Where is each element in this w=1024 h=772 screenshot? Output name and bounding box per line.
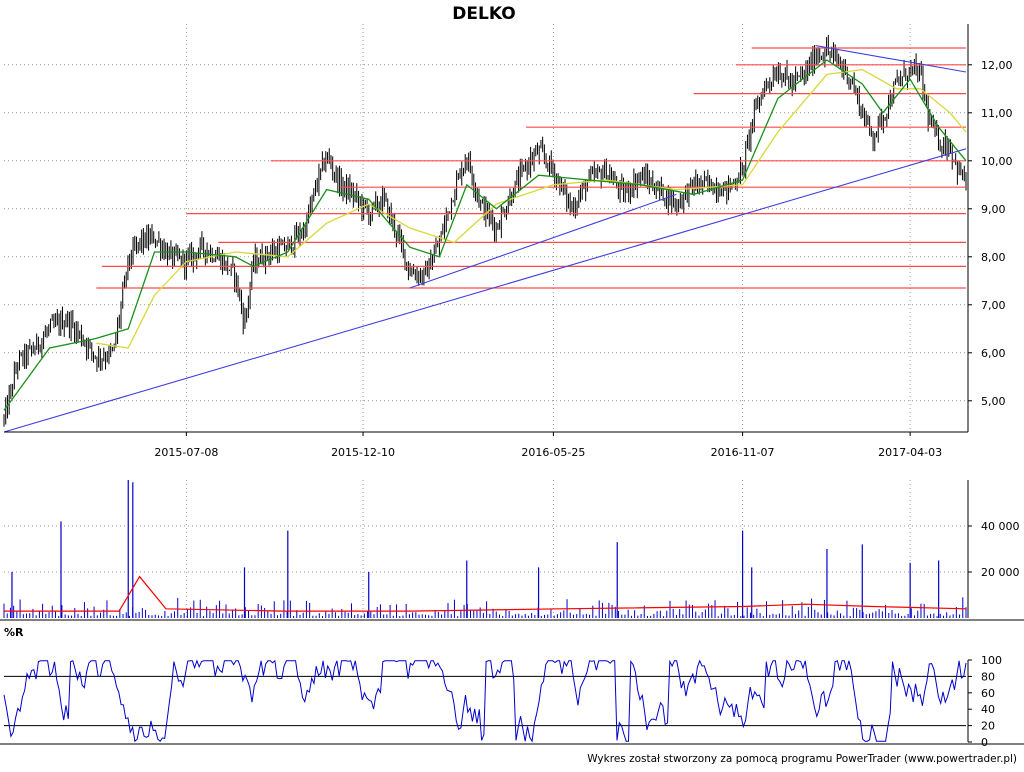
x-tick-label: 2017-04-03: [878, 446, 942, 459]
trend-line: [409, 193, 677, 289]
willr-tick-label: 60: [981, 687, 995, 700]
volume-average-line: [4, 575, 967, 612]
volume-tick-label: 20 000: [981, 566, 1020, 579]
willr-panel-label: %R: [4, 626, 24, 639]
x-tick-label: 2015-12-10: [331, 446, 395, 459]
willr-tick-label: 80: [981, 670, 995, 683]
x-tick-label: 2016-05-25: [521, 446, 585, 459]
price-overlays: [3, 45, 967, 433]
volume-bars: [3, 480, 967, 618]
trend-line: [3, 148, 967, 433]
trend-line: [815, 45, 967, 73]
willr-tick-label: 0: [981, 736, 988, 749]
sma-short-line: [3, 59, 967, 411]
willr-line: [3, 659, 967, 743]
y-tick-label: 7,00: [981, 299, 1006, 312]
willr-tick-label: 100: [981, 654, 1002, 667]
footer-credit: Wykres został stworzony za pomocą progra…: [587, 753, 1017, 765]
chart-title: DELKO: [452, 4, 515, 24]
y-tick-label: 12,00: [981, 59, 1013, 72]
y-tick-label: 9,00: [981, 203, 1006, 216]
willr-tick-label: 40: [981, 703, 995, 716]
chart-frame: [0, 24, 1024, 745]
y-tick-label: 6,00: [981, 347, 1006, 360]
chart-labels: DELKO %R Wykres został stworzony za pomo…: [4, 4, 1020, 765]
y-tick-label: 5,00: [981, 395, 1006, 408]
williams-r-line: [3, 659, 967, 743]
sma-long-line: [96, 68, 967, 349]
willr-tick-label: 20: [981, 720, 995, 733]
volume-tick-label: 40 000: [981, 520, 1020, 533]
y-tick-label: 8,00: [981, 251, 1006, 264]
x-tick-label: 2016-11-07: [711, 446, 775, 459]
y-tick-label: 11,00: [981, 107, 1013, 120]
y-tick-label: 10,00: [981, 155, 1013, 168]
x-tick-label: 2015-07-08: [154, 446, 218, 459]
